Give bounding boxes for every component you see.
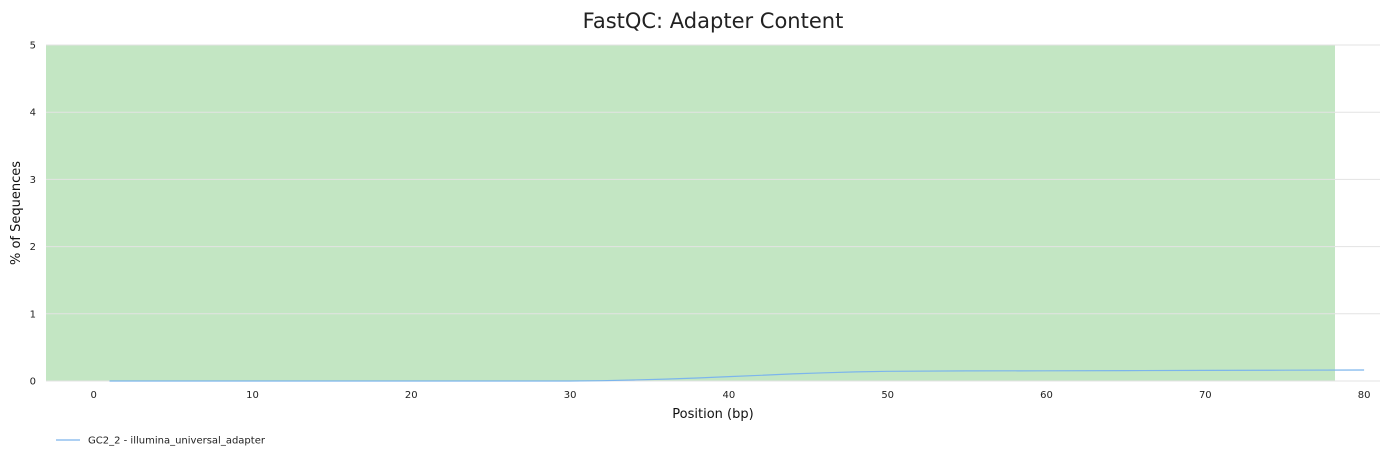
x-tick-label-80: 80 <box>1358 390 1371 401</box>
x-tick-label-40: 40 <box>723 390 736 401</box>
x-tick-label-70: 70 <box>1199 390 1212 401</box>
y-tick-label-0: 0 <box>30 377 36 388</box>
y-tick-label-2: 2 <box>30 242 36 253</box>
x-tick-label-10: 10 <box>246 390 259 401</box>
y-tick-label-1: 1 <box>30 309 36 320</box>
legend[interactable]: GC2_2 - illumina_universal_adapter <box>56 436 266 447</box>
x-axis-title: Position (bp) <box>672 407 753 422</box>
x-tick-label-0: 0 <box>90 390 96 401</box>
chart-title: FastQC: Adapter Content <box>583 9 844 33</box>
pass-band <box>46 45 1335 381</box>
x-tick-label-20: 20 <box>405 390 418 401</box>
x-tick-label-50: 50 <box>881 390 894 401</box>
series-line-0[interactable] <box>109 369 1365 382</box>
y-axis-title: % of Sequences <box>9 161 24 265</box>
y-axis-ticks: 0 1 2 3 4 5 <box>30 41 36 388</box>
legend-item-label-0[interactable]: GC2_2 - illumina_universal_adapter <box>88 436 266 447</box>
pass-band-layer <box>46 45 1335 381</box>
x-axis-ticks: 0 10 20 30 40 50 60 70 80 <box>90 390 1370 401</box>
y-tick-label-3: 3 <box>30 175 36 186</box>
y-tick-label-4: 4 <box>30 108 36 119</box>
gridlines <box>46 44 1380 382</box>
y-tick-label-5: 5 <box>30 41 36 52</box>
x-tick-label-30: 30 <box>564 390 577 401</box>
series-layer <box>109 369 1365 382</box>
x-tick-label-60: 60 <box>1040 390 1053 401</box>
